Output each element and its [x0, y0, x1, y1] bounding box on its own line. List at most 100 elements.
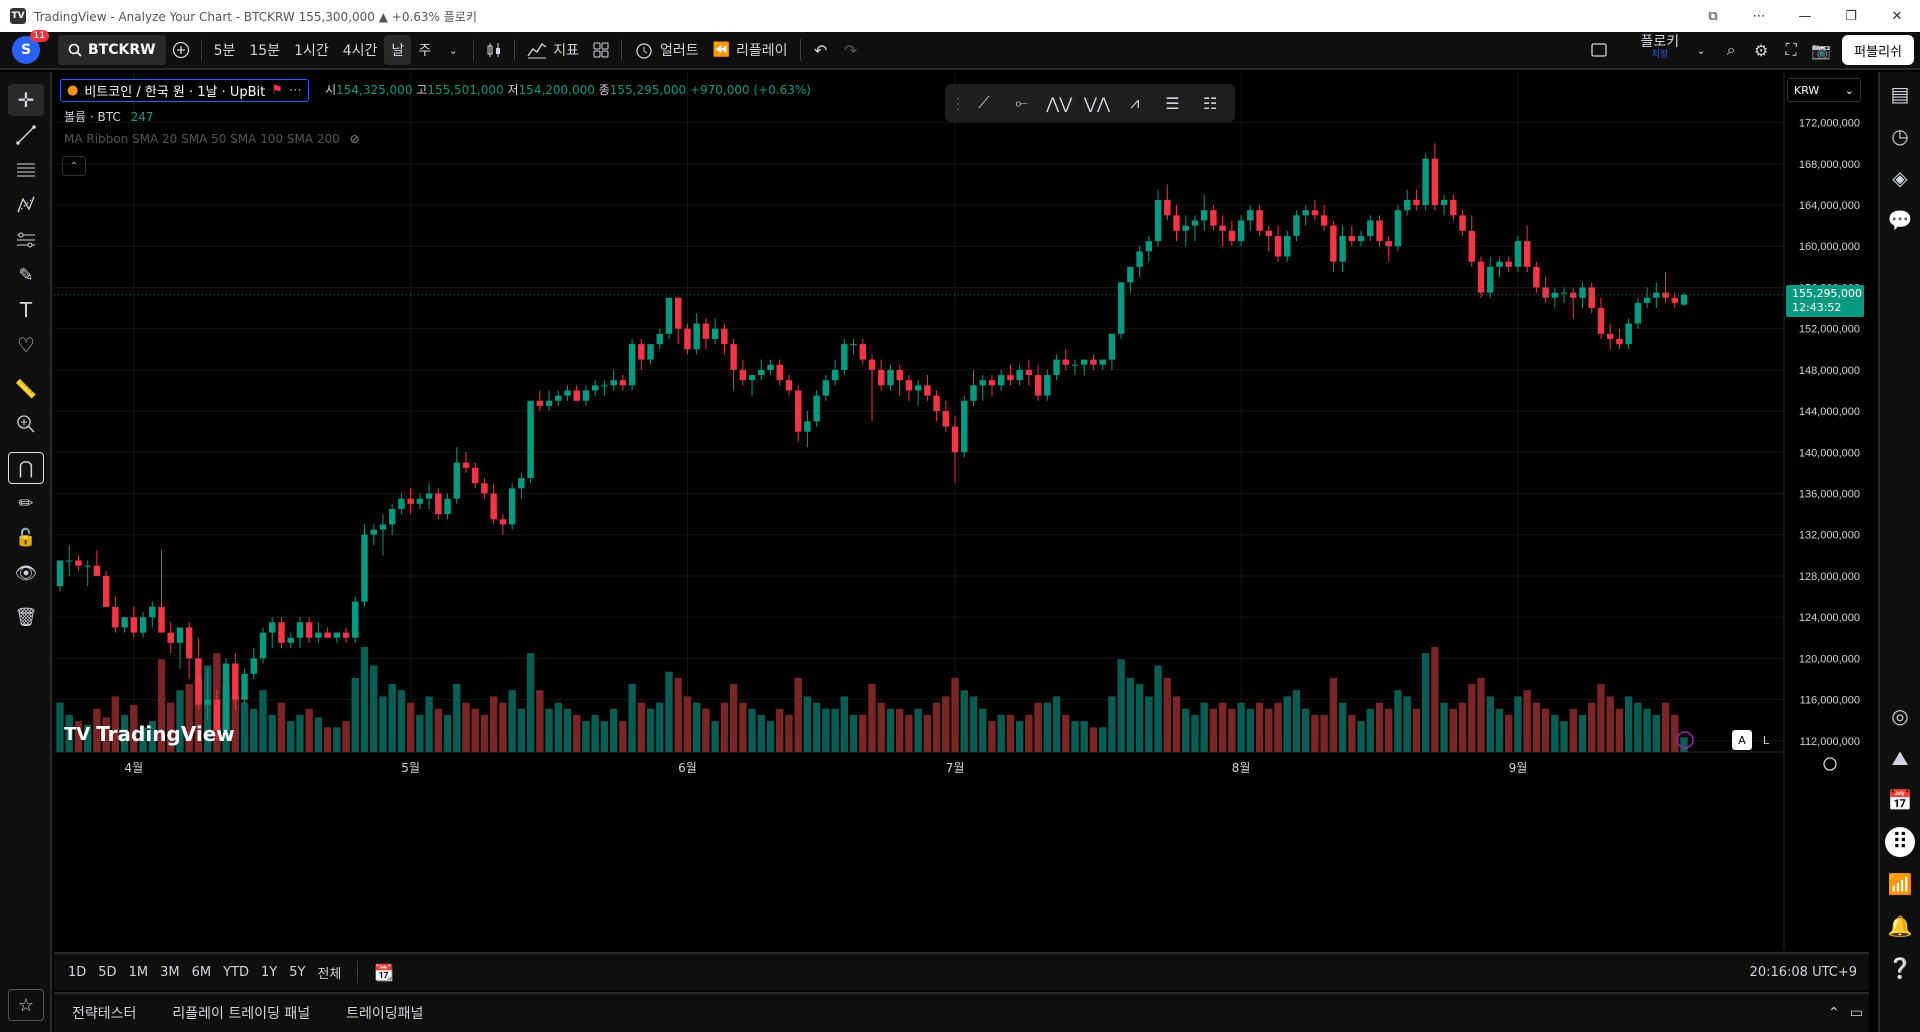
candle-body[interactable] — [462, 462, 470, 468]
candle-body[interactable] — [758, 369, 765, 376]
candle-body[interactable] — [130, 617, 138, 633]
maximize-panel-icon[interactable]: ▭ — [1849, 1005, 1863, 1021]
candle-body[interactable] — [887, 369, 894, 386]
candle-body[interactable] — [1136, 251, 1143, 267]
candle-body[interactable] — [1496, 261, 1503, 267]
candle-body[interactable] — [149, 606, 156, 618]
candle-body[interactable] — [65, 560, 73, 562]
candle-body[interactable] — [877, 369, 885, 386]
candle-body[interactable] — [794, 390, 802, 432]
range-3m[interactable]: 3M — [160, 964, 180, 980]
candle-body[interactable] — [804, 421, 811, 432]
candle-body[interactable] — [711, 328, 719, 339]
fullscreen-button[interactable]: ⛶ — [1776, 35, 1806, 65]
candle-body[interactable] — [407, 498, 414, 504]
prediction-tool[interactable] — [8, 224, 44, 256]
brush-tool[interactable]: ✎ — [8, 259, 44, 291]
candle-body[interactable] — [1200, 210, 1208, 221]
candle-body[interactable] — [518, 478, 525, 489]
candle-body[interactable] — [93, 565, 101, 576]
candle-body[interactable] — [813, 395, 820, 422]
candle-body[interactable] — [232, 663, 239, 700]
text-tool[interactable]: T — [8, 294, 44, 326]
ruler-tool[interactable]: 📏 — [8, 373, 44, 405]
xabcd-pattern-icon[interactable]: ⋀⋁ — [1046, 93, 1073, 113]
candle-body[interactable] — [545, 400, 553, 406]
candle-body[interactable] — [481, 483, 488, 494]
indicators-button[interactable]: 지표 — [520, 35, 586, 65]
candle-body[interactable] — [425, 493, 433, 499]
candle-body[interactable] — [896, 369, 903, 381]
lightning-event-icon[interactable] — [1676, 731, 1694, 749]
timezone-clock[interactable]: 20:16:08 UTC+9 — [1749, 964, 1857, 980]
candle-body[interactable] — [1468, 230, 1476, 262]
candle-body[interactable] — [1616, 338, 1623, 345]
candle-body[interactable] — [1403, 199, 1411, 211]
candle-body[interactable] — [342, 632, 350, 638]
more-options-icon[interactable]: ⋯ — [1752, 8, 1766, 24]
zoom-tool[interactable] — [8, 408, 44, 440]
alerts-panel-button[interactable]: ◷ — [1882, 118, 1918, 154]
candle-body[interactable] — [102, 575, 110, 607]
candle-body[interactable] — [1339, 235, 1346, 262]
trendline-tool[interactable] — [8, 119, 44, 151]
range-1m[interactable]: 1M — [128, 964, 149, 980]
quick-search-button[interactable]: ⌕ — [1716, 35, 1746, 65]
candle-body[interactable] — [370, 529, 377, 535]
candle-body[interactable] — [1459, 215, 1466, 231]
candle-body[interactable] — [1579, 287, 1586, 298]
candle-body[interactable] — [112, 606, 119, 628]
candle-body[interactable] — [1431, 158, 1439, 206]
candle-body[interactable] — [213, 699, 221, 731]
candle-body[interactable] — [1210, 210, 1217, 226]
candle-body[interactable] — [1394, 210, 1402, 247]
candle-body[interactable] — [1034, 375, 1042, 396]
candle-body[interactable] — [453, 462, 461, 499]
candle-body[interactable] — [1293, 215, 1300, 236]
candle-body[interactable] — [1283, 235, 1291, 257]
candle-body[interactable] — [702, 323, 710, 339]
candle-body[interactable] — [1044, 375, 1051, 396]
candle-body[interactable] — [1367, 220, 1374, 236]
candle-body[interactable] — [536, 400, 544, 406]
candle-body[interactable] — [933, 395, 940, 412]
range-5y[interactable]: 5Y — [289, 964, 306, 980]
candle-body[interactable] — [831, 369, 839, 381]
tab-strategy-tester[interactable]: 전략테스터 — [72, 1006, 137, 1022]
undo-button[interactable]: ↶ — [806, 35, 836, 65]
candle-body[interactable] — [176, 627, 184, 643]
candle-body[interactable] — [324, 632, 331, 638]
candle-body[interactable] — [1514, 241, 1522, 267]
candle-body[interactable] — [1505, 261, 1512, 267]
tab-trading-panel[interactable]: 트레이딩패널 — [346, 1006, 424, 1022]
candle-body[interactable] — [1053, 359, 1060, 376]
candle-body[interactable] — [1662, 292, 1669, 298]
candle-body[interactable] — [924, 385, 931, 396]
icon-tool[interactable]: ♡ — [8, 329, 44, 361]
candle-body[interactable] — [997, 375, 1005, 386]
candle-body[interactable] — [416, 498, 424, 504]
candle-body[interactable] — [75, 560, 82, 566]
candle-body[interactable] — [748, 375, 756, 381]
candle-body[interactable] — [970, 385, 977, 401]
expand-panel-icon[interactable]: ⌃ — [1828, 1005, 1840, 1021]
close-button[interactable]: ✕ — [1891, 8, 1903, 24]
candle-body[interactable] — [1311, 210, 1319, 216]
candle-body[interactable] — [638, 344, 645, 360]
candle-body[interactable] — [268, 622, 276, 633]
candle-body[interactable] — [1302, 210, 1309, 216]
candle-body[interactable] — [656, 333, 664, 345]
candle-body[interactable] — [1145, 241, 1153, 252]
candle-body[interactable] — [555, 395, 562, 401]
alert-button[interactable]: 얼러트 — [627, 35, 706, 65]
compare-symbol-button[interactable] — [166, 35, 196, 65]
candle-body[interactable] — [1450, 199, 1457, 216]
candle-body[interactable] — [1127, 266, 1134, 283]
candle-body[interactable] — [822, 380, 830, 396]
magnet-tool[interactable]: ⋂ — [8, 452, 44, 484]
layout-menu-button[interactable]: ⌄ — [1686, 35, 1716, 65]
abcd-pattern-icon[interactable]: ⋁⋀ — [1083, 93, 1111, 113]
candle-body[interactable] — [674, 297, 682, 329]
trendline-draw-icon[interactable]: ⟋ — [978, 93, 990, 112]
candle-body[interactable] — [767, 364, 774, 370]
